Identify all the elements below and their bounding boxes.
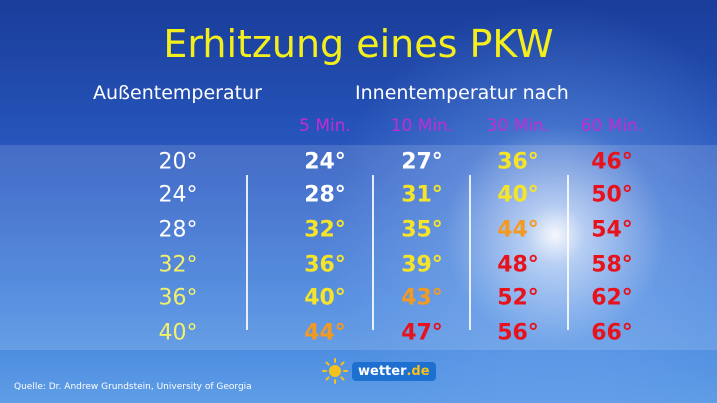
sun-icon [322,358,348,384]
table-band [0,145,717,350]
logo-text: wetter.de [352,361,436,381]
inside-temp: 62° [591,285,633,311]
inside-temp: 46° [591,149,633,175]
column-header: 5 Min. [299,116,351,136]
logo-name: wetter [358,363,407,379]
source: Quelle: Dr. Andrew Grundstein, Universit… [14,382,252,392]
separator [372,175,374,330]
outside-temp: 20° [158,149,198,175]
outside-temp: 32° [158,252,198,278]
inside-temp: 50° [591,182,633,208]
outside-temp: 28° [158,217,198,243]
inside-temp: 54° [591,217,633,243]
logo: wetter.de [322,358,436,384]
inside-temp: 40° [304,285,346,311]
inside-temp: 28° [304,182,346,208]
outside-temp: 36° [158,285,198,311]
inside-temp: 44° [497,217,539,243]
inside-temp: 44° [304,320,346,346]
inside-temp: 66° [591,320,633,346]
column-header: 60 Min. [580,116,644,136]
inside-temp: 36° [304,252,346,278]
inside-temp: 39° [401,252,443,278]
inside-temp: 31° [401,182,443,208]
column-header: 10 Min. [390,116,454,136]
separator [567,175,569,330]
inside-header: Innentemperatur nach [355,82,569,104]
inside-temp: 48° [497,252,539,278]
separator [246,175,248,330]
outside-temp: 24° [158,182,198,208]
inside-temp: 47° [401,320,443,346]
column-header: 30 Min. [486,116,550,136]
inside-temp: 40° [497,182,539,208]
separator [469,175,471,330]
inside-temp: 52° [497,285,539,311]
outside-header: Außentemperatur [93,82,262,104]
inside-temp: 32° [304,217,346,243]
inside-temp: 43° [401,285,443,311]
title: Erhitzung eines PKW [163,22,554,66]
outside-temp: 40° [158,320,198,346]
logo-suffix: .de [406,363,430,379]
inside-temp: 58° [591,252,633,278]
inside-temp: 35° [401,217,443,243]
inside-temp: 27° [401,149,443,175]
inside-temp: 36° [497,149,539,175]
inside-temp: 24° [304,149,346,175]
inside-temp: 56° [497,320,539,346]
